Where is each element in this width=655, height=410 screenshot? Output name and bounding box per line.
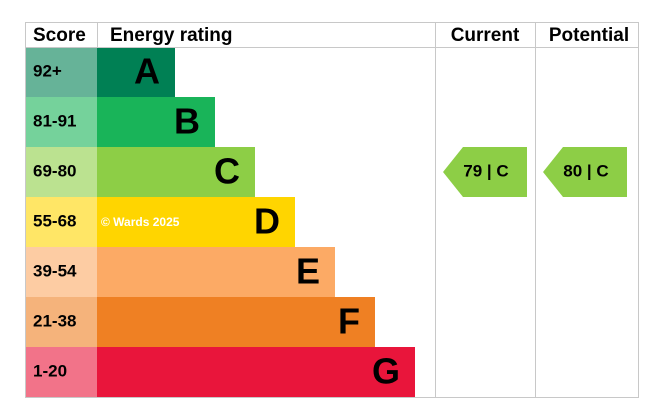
score-label: 92+ <box>33 61 62 80</box>
current-arrow <box>443 147 527 197</box>
band-letter: E <box>296 251 320 292</box>
score-cell <box>25 247 97 297</box>
score-label: 39-54 <box>33 261 77 280</box>
current-label: 79 | C <box>463 161 508 180</box>
potential-arrow <box>543 147 627 197</box>
band-bar <box>97 347 415 397</box>
header-energy-rating: Energy rating <box>110 25 232 46</box>
score-label: 21-38 <box>33 311 76 330</box>
watermark: © Wards 2025 <box>101 215 180 229</box>
header-potential: Potential <box>549 25 629 46</box>
header-current: Current <box>451 25 520 46</box>
band-letter: B <box>174 101 200 142</box>
band-bar <box>97 47 175 97</box>
header-score: Score <box>33 25 86 46</box>
band-letter: F <box>338 301 360 342</box>
score-label: 81-91 <box>33 111 76 130</box>
score-label: 55-68 <box>33 211 76 230</box>
band-letter: A <box>134 51 160 92</box>
score-cell <box>25 347 97 397</box>
score-label: 69-80 <box>33 161 76 180</box>
band-letter: D <box>254 201 280 242</box>
table-border <box>25 22 639 398</box>
band-bar <box>97 147 255 197</box>
score-cell <box>25 97 97 147</box>
score-label: 1-20 <box>33 361 67 380</box>
score-cell <box>25 297 97 347</box>
potential-label: 80 | C <box>563 161 608 180</box>
band-bar <box>97 297 375 347</box>
band-bar <box>97 97 215 147</box>
score-cell <box>25 197 97 247</box>
table-lines <box>25 22 639 398</box>
score-cell <box>25 147 97 197</box>
score-cell <box>25 47 97 97</box>
band-bar <box>97 197 295 247</box>
band-letter: G <box>372 351 400 392</box>
band-bar <box>97 247 335 297</box>
bands: 92+ A 81-91 B 69-80 C 55-68 D 39-54 E 21-38 F 1-20 G <box>25 47 415 397</box>
band-letter: C <box>214 151 240 192</box>
